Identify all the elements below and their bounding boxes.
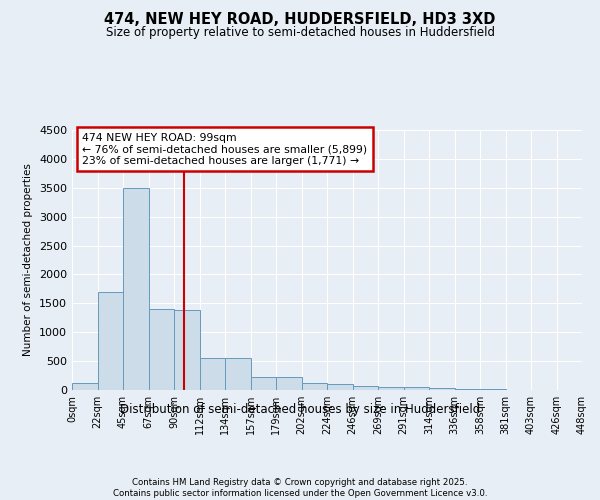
Bar bbox=[353, 386, 378, 390]
Text: 474, NEW HEY ROAD, HUDDERSFIELD, HD3 3XD: 474, NEW HEY ROAD, HUDDERSFIELD, HD3 3XD bbox=[104, 12, 496, 28]
Bar bbox=[327, 384, 353, 390]
Text: Contains HM Land Registry data © Crown copyright and database right 2025.
Contai: Contains HM Land Registry data © Crown c… bbox=[113, 478, 487, 498]
Text: Size of property relative to semi-detached houses in Huddersfield: Size of property relative to semi-detach… bbox=[106, 26, 494, 39]
Bar bbox=[72, 383, 97, 390]
Text: Distribution of semi-detached houses by size in Huddersfield: Distribution of semi-detached houses by … bbox=[120, 402, 480, 415]
Bar bbox=[378, 386, 404, 390]
Text: 474 NEW HEY ROAD: 99sqm
← 76% of semi-detached houses are smaller (5,899)
23% of: 474 NEW HEY ROAD: 99sqm ← 76% of semi-de… bbox=[82, 132, 367, 166]
Bar bbox=[276, 376, 302, 390]
Bar bbox=[455, 389, 480, 390]
Bar bbox=[149, 309, 174, 390]
Bar bbox=[174, 310, 199, 390]
Bar bbox=[199, 358, 225, 390]
Y-axis label: Number of semi-detached properties: Number of semi-detached properties bbox=[23, 164, 34, 356]
Bar bbox=[404, 388, 429, 390]
Bar bbox=[123, 188, 149, 390]
Bar bbox=[97, 292, 123, 390]
Bar bbox=[429, 388, 455, 390]
Bar bbox=[302, 383, 327, 390]
Bar bbox=[251, 376, 276, 390]
Bar bbox=[225, 358, 251, 390]
